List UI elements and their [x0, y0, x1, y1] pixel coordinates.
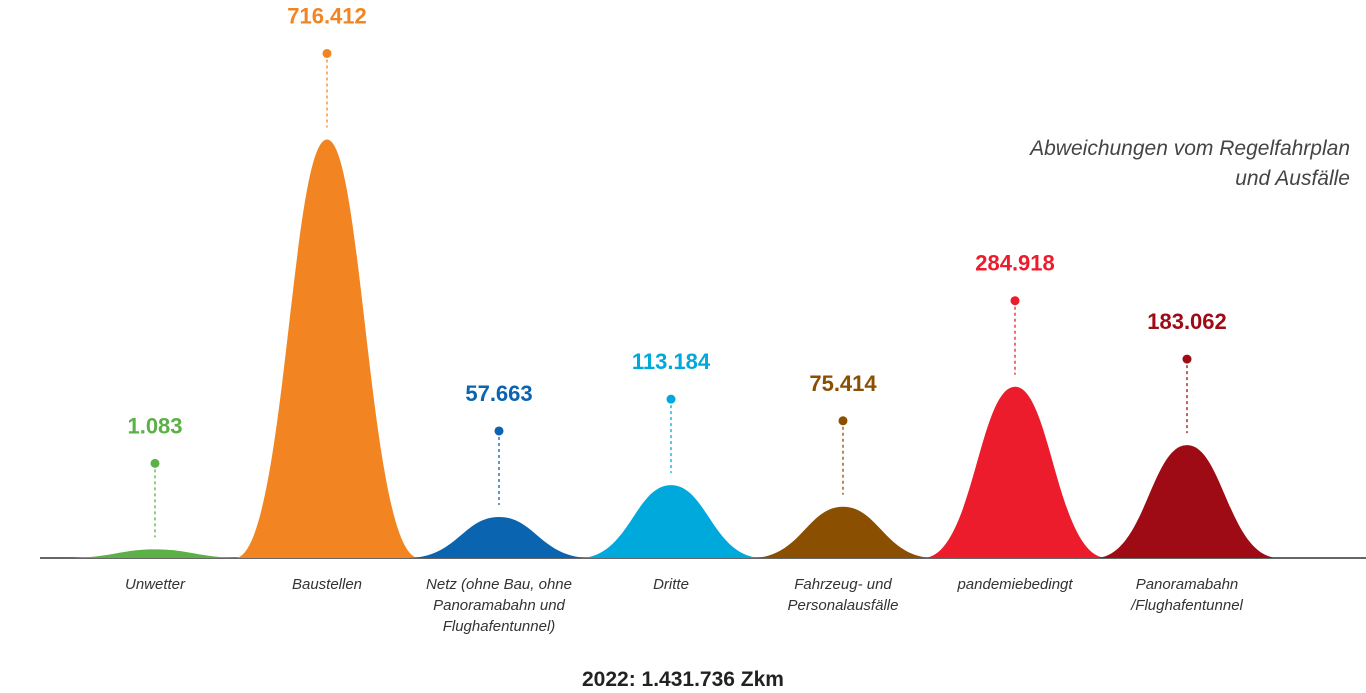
bell [579, 485, 763, 558]
bell [235, 139, 419, 558]
category-label: Fahrzeug- und Personalausfälle [787, 576, 899, 614]
bell [923, 386, 1107, 558]
bell [751, 506, 935, 558]
value-label: 57.663 [465, 381, 532, 406]
bell [407, 516, 591, 558]
value-label: 716.412 [287, 3, 367, 28]
category-label: Netz (ohne Bau, ohne Panoramabahn und Fl… [426, 576, 572, 635]
footer: 2022: 1.431.736 Zkm [582, 668, 784, 691]
bell [63, 549, 247, 558]
leader-dot [1010, 296, 1020, 306]
category-label: Unwetter [124, 576, 186, 593]
value-label: 75.414 [809, 371, 877, 396]
value-label: 113.184 [632, 349, 711, 374]
category-label: Panoramabahn /Flughafentunnel [1131, 576, 1243, 614]
value-label: 1.083 [127, 413, 182, 438]
category-label: Baustellen [291, 576, 363, 593]
leader-dot [322, 48, 332, 58]
category-label: Dritte [653, 576, 689, 593]
leader-dot [1182, 354, 1192, 364]
leader-dot [494, 426, 504, 436]
category-label: pandemiebedingt [957, 576, 1073, 593]
value-label: 284.918 [975, 251, 1055, 276]
value-label: 183.062 [1147, 309, 1227, 334]
leader-dot [838, 416, 848, 426]
bell [1095, 445, 1279, 558]
leader-dot [666, 394, 676, 404]
chart-title: Abweichungen vom Regelfahrplan und Ausfä… [1030, 137, 1350, 190]
leader-dot [150, 458, 160, 468]
